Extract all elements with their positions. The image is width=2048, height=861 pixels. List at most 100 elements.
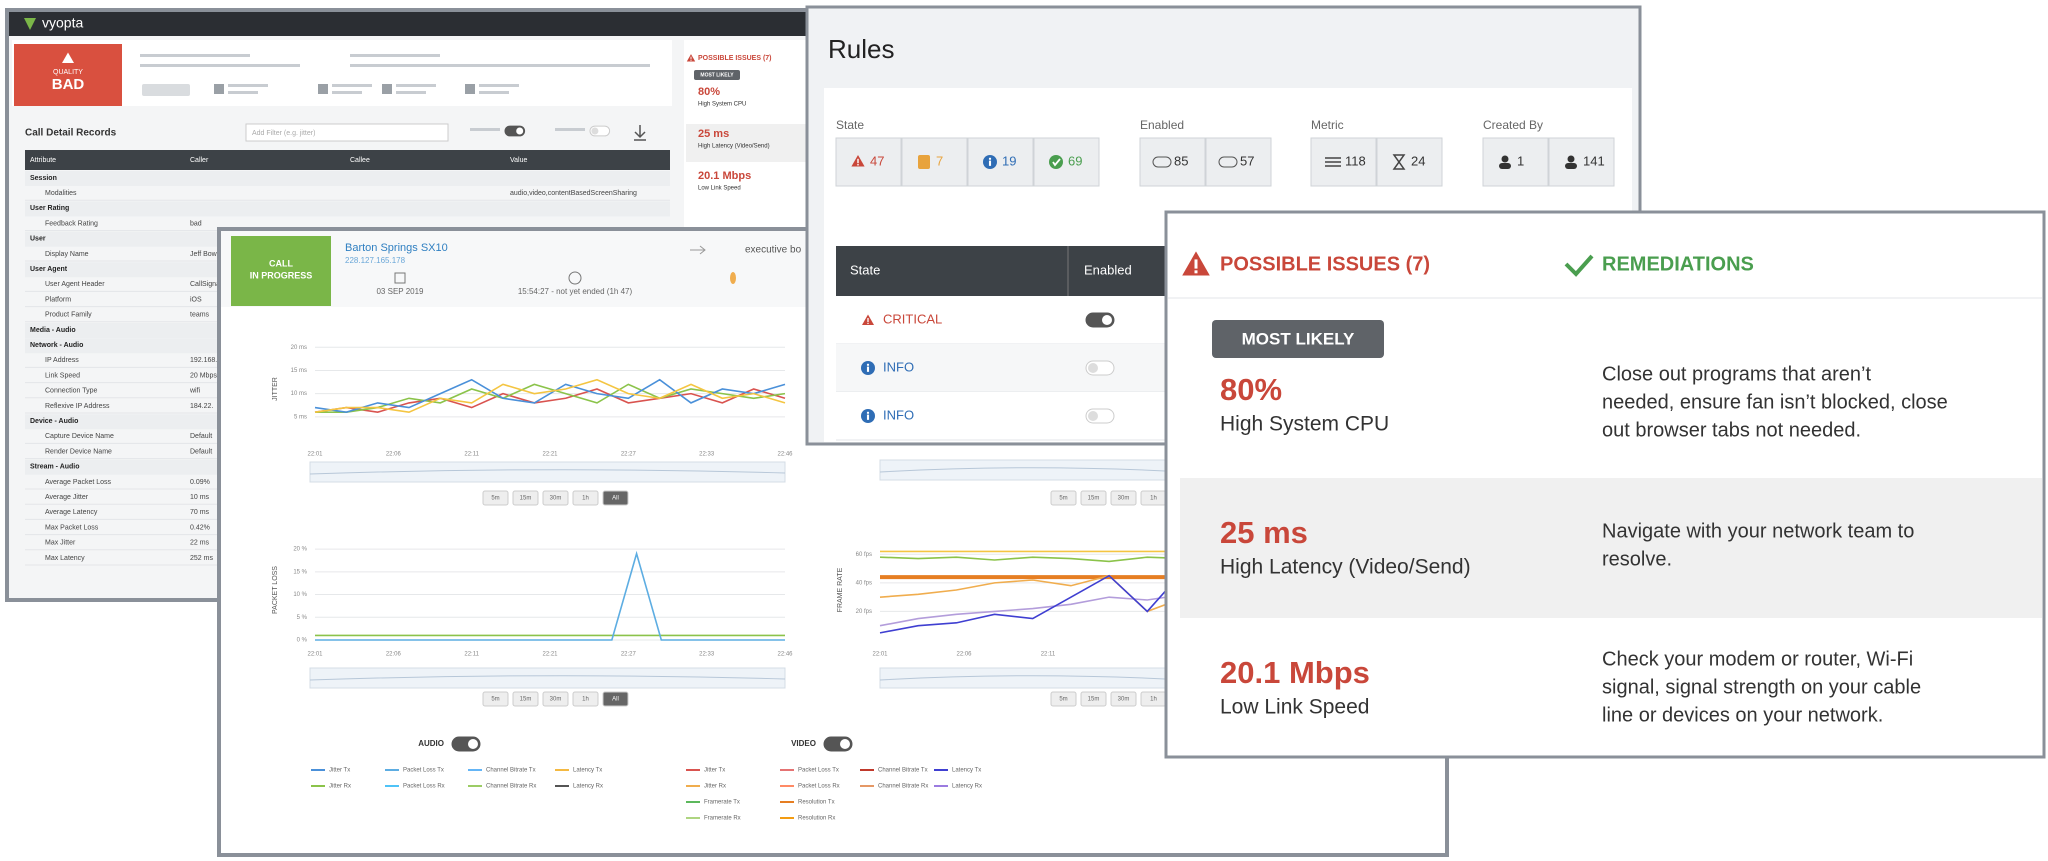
warning-dot	[857, 164, 859, 166]
mini-issue-name: High System CPU	[698, 102, 746, 108]
filter-button[interactable]	[1139, 137, 1206, 187]
range-button[interactable]	[1050, 691, 1077, 707]
meta-text	[228, 84, 268, 87]
remediation-line: Navigate with your network team to	[1602, 520, 1914, 542]
toggle-knob	[1088, 411, 1098, 421]
attribute: Average Latency	[45, 509, 98, 516]
check-icon	[1564, 254, 1594, 277]
range-button-label: 5m	[491, 496, 499, 502]
remediations-title: REMEDIATIONS	[1602, 253, 1754, 275]
filter-button[interactable]	[1376, 137, 1443, 187]
legend-label: Latency Tx	[573, 768, 602, 774]
issue-name: High System CPU	[1220, 413, 1389, 436]
series-line	[314, 378, 786, 413]
range-button[interactable]	[1110, 490, 1137, 506]
attribute: Max Latency	[45, 555, 85, 562]
range-button[interactable]	[512, 490, 539, 506]
range-button[interactable]	[482, 691, 509, 707]
range-button[interactable]	[482, 490, 509, 506]
filter-button[interactable]	[901, 137, 968, 187]
filter-button[interactable]	[1482, 137, 1549, 187]
range-button[interactable]	[542, 490, 569, 506]
filter-input[interactable]	[245, 123, 449, 142]
call-status: CALL	[269, 258, 293, 268]
caller-value: 10 ms	[190, 494, 210, 501]
range-button[interactable]	[1110, 691, 1137, 707]
mic-icon	[730, 272, 736, 284]
caller-value: 70 ms	[190, 509, 210, 516]
range-button[interactable]	[572, 691, 599, 707]
remediation-line: Check your modem or router, Wi-Fi	[1602, 648, 1913, 670]
legend-label: Packet Loss Tx	[798, 768, 839, 774]
attribute: IP Address	[45, 357, 79, 364]
x-tick-label: 22:21	[542, 452, 558, 458]
mini-issue-name: High Latency (Video/Send)	[698, 144, 770, 150]
remediation-line: needed, ensure fan isn’t blocked, close	[1602, 391, 1948, 413]
attribute: Average Jitter	[45, 494, 89, 501]
legend-label: Framerate Rx	[704, 816, 741, 822]
attribute: Average Packet Loss	[45, 479, 112, 486]
call-status: IN PROGRESS	[250, 270, 313, 280]
attribute: Product Family	[45, 312, 92, 319]
range-button[interactable]	[542, 691, 569, 707]
mini-badge	[694, 70, 740, 80]
mini-issues-title: POSSIBLE ISSUES (7)	[698, 55, 772, 62]
call-date: 03 SEP 2019	[376, 287, 424, 296]
filter-button[interactable]	[1033, 137, 1100, 187]
range-button[interactable]	[1080, 490, 1107, 506]
remediation-line: out browser tabs not needed.	[1602, 419, 1861, 441]
meta-text	[228, 91, 258, 94]
column-header: Callee	[350, 157, 370, 164]
filter-count: 57	[1240, 153, 1254, 168]
filter-button[interactable]	[1310, 137, 1377, 187]
info-mark	[866, 366, 870, 372]
top-bar	[9, 12, 834, 36]
filter-count: 85	[1174, 153, 1188, 168]
x-tick-label: 22:21	[542, 652, 558, 658]
series-line	[314, 378, 786, 414]
range-button[interactable]	[602, 490, 629, 506]
warning-mark	[1194, 259, 1198, 269]
range-button-label: 5m	[1059, 697, 1067, 703]
filter-button[interactable]	[1548, 137, 1615, 187]
legend-label: Latency Rx	[573, 784, 603, 790]
user-body	[1565, 163, 1577, 169]
filter-count: 7	[936, 153, 943, 168]
quality-value: BAD	[52, 76, 85, 93]
meta-text	[396, 91, 426, 94]
meta-text	[396, 84, 436, 87]
text-placeholder	[140, 64, 300, 67]
attribute: Display Name	[45, 251, 89, 258]
filter-button[interactable]	[967, 137, 1034, 187]
legend-label: Jitter Rx	[704, 784, 726, 790]
range-button[interactable]	[602, 691, 629, 707]
axis-label: FRAME RATE	[837, 567, 844, 612]
most-likely-text: MOST LIKELY	[1242, 329, 1355, 348]
legend-label: Framerate Tx	[704, 800, 740, 806]
info-mark	[866, 414, 870, 420]
range-button[interactable]	[572, 490, 599, 506]
caller-value: bad	[190, 220, 202, 227]
y-tick-label: 20 ms	[291, 345, 307, 351]
attribute: Platform	[45, 296, 71, 303]
range-button[interactable]	[512, 691, 539, 707]
range-button-label: 15m	[520, 697, 532, 703]
filter-button[interactable]	[835, 137, 902, 187]
x-tick-label: 22:11	[464, 652, 479, 658]
section-name: Stream - Audio	[30, 464, 80, 471]
range-button-label: All	[612, 496, 619, 502]
section-name: Device - Audio	[30, 418, 78, 425]
status-box	[231, 236, 331, 306]
range-button[interactable]	[1050, 490, 1077, 506]
filter-button[interactable]	[1205, 137, 1272, 187]
x-tick-label: 22:01	[307, 452, 323, 458]
warning-dot	[1194, 270, 1198, 274]
y-tick-label: 40 fps	[856, 580, 872, 586]
text-placeholder	[140, 54, 250, 57]
range-button[interactable]	[1080, 691, 1107, 707]
warning-dot	[867, 322, 869, 325]
rule-state: INFO	[883, 359, 914, 374]
toggle-knob	[468, 739, 478, 749]
x-tick-label: 22:33	[699, 452, 715, 458]
